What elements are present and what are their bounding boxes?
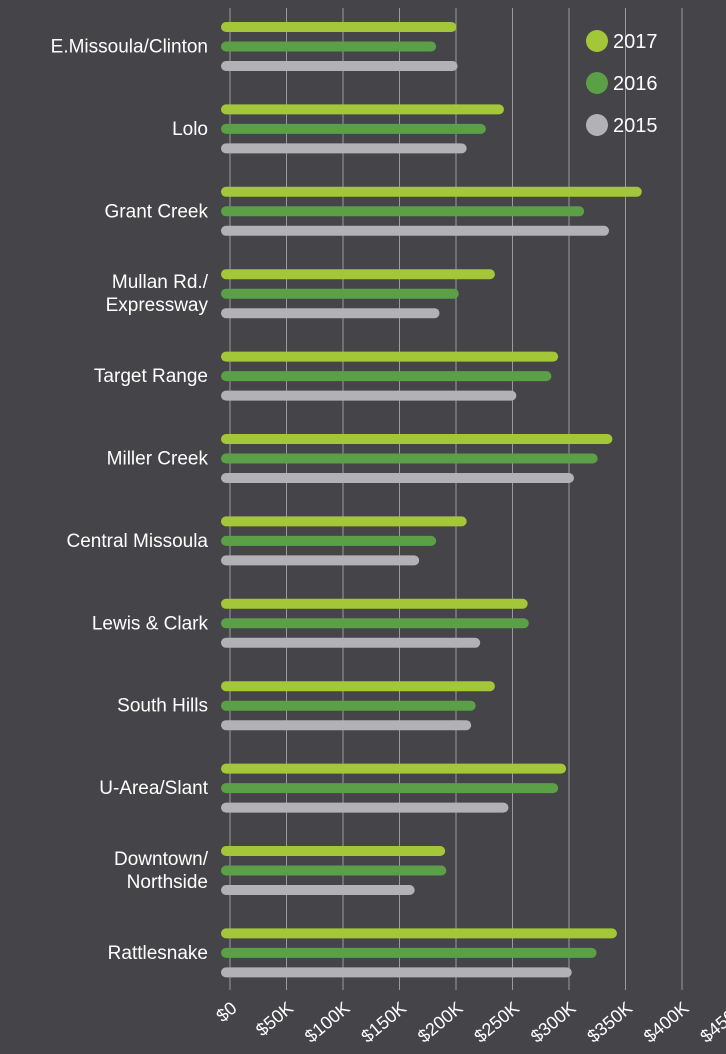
legend-swatch-2017 — [586, 30, 608, 52]
x-tick-label-2: $100K — [301, 998, 354, 1047]
legend-label-2016: 2016 — [613, 73, 658, 95]
category-label-3: Mullan Rd./Expressway — [106, 272, 209, 316]
legend: 2017 2016 2015 — [586, 30, 658, 137]
legend-label-2015: 2015 — [613, 115, 658, 137]
x-tick-label-4: $200K — [414, 998, 467, 1047]
x-tick-label-6: $300K — [527, 998, 580, 1047]
category-label-0: E.Missoula/Clinton — [51, 37, 208, 58]
legend-label-2017: 2017 — [613, 31, 658, 53]
x-tick-label-5: $250K — [470, 998, 523, 1047]
category-label-8: South Hills — [117, 696, 208, 717]
category-label-4: Target Range — [94, 366, 208, 387]
category-label-1: Lolo — [172, 119, 208, 140]
category-label-11: Rattlesnake — [108, 943, 208, 964]
legend-swatch-2015 — [586, 114, 608, 136]
x-tick-label-8: $400K — [640, 998, 693, 1047]
category-label-9: U-Area/Slant — [99, 778, 208, 799]
category-label-10: Downtown/Northside — [114, 849, 209, 893]
x-axis-ticks: $0 $50K $100K $150K $200K $250K $300K $350K $400… — [212, 998, 726, 1047]
category-labels: E.Missoula/Clinton Lolo Grant Creek Mullan … — [51, 37, 209, 964]
bars — [221, 22, 642, 978]
category-label-6: Central Missoula — [67, 531, 209, 552]
category-label-7: Lewis & Clark — [92, 613, 209, 634]
legend-swatch-2016 — [586, 72, 608, 94]
x-tick-label-7: $350K — [583, 998, 636, 1047]
x-tick-label-1: $50K — [252, 998, 297, 1040]
category-label-5: Miller Creek — [107, 449, 209, 470]
x-tick-label-0: $0 — [212, 998, 240, 1026]
category-label-2: Grant Creek — [105, 201, 209, 222]
x-tick-label-3: $150K — [357, 998, 410, 1047]
x-tick-label-9: $450K — [696, 998, 726, 1047]
gridlines — [229, 8, 683, 990]
